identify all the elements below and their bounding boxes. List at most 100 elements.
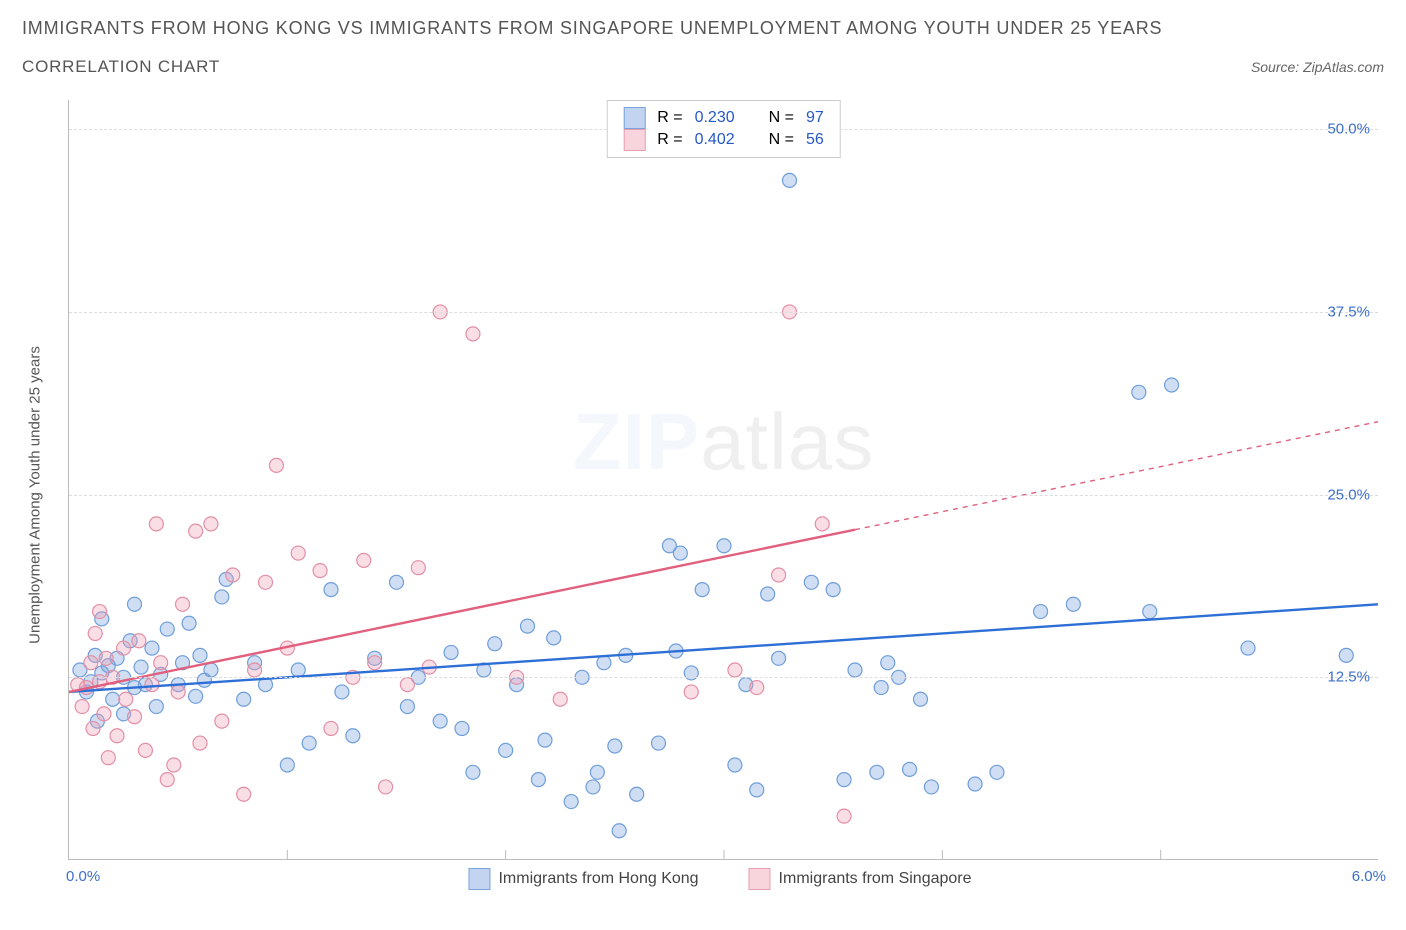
scatter-point bbox=[248, 663, 262, 677]
scatter-point bbox=[400, 678, 414, 692]
scatter-point bbox=[750, 783, 764, 797]
scatter-point bbox=[171, 685, 185, 699]
scatter-point bbox=[99, 651, 113, 665]
scatter-point bbox=[167, 758, 181, 772]
bottom-legend-item: Immigrants from Hong Kong bbox=[468, 868, 698, 890]
scatter-point bbox=[826, 583, 840, 597]
scatter-point bbox=[97, 707, 111, 721]
scatter-point bbox=[138, 743, 152, 757]
legend-top: R = 0.230 N = 97 R = 0.402 N = 56 bbox=[606, 100, 841, 158]
grid-line bbox=[69, 677, 1378, 678]
legend-n-label: N = bbox=[769, 109, 794, 127]
scatter-point bbox=[728, 663, 742, 677]
scatter-point bbox=[608, 739, 622, 753]
trend-line-dashed bbox=[855, 422, 1378, 530]
y-tick-label: 12.5% bbox=[1327, 669, 1370, 686]
plot-container: Unemployment Among Youth under 25 years … bbox=[50, 100, 1390, 890]
scatter-point bbox=[145, 678, 159, 692]
scatter-point bbox=[531, 773, 545, 787]
scatter-point bbox=[586, 780, 600, 794]
chart-area: R = 0.230 N = 97 R = 0.402 N = 56 ZIPatl… bbox=[68, 100, 1378, 860]
scatter-point bbox=[226, 568, 240, 582]
scatter-point bbox=[1066, 597, 1080, 611]
bottom-legend-label: Immigrants from Singapore bbox=[779, 870, 972, 888]
scatter-point bbox=[154, 656, 168, 670]
scatter-point bbox=[237, 787, 251, 801]
scatter-point bbox=[455, 721, 469, 735]
scatter-point bbox=[193, 736, 207, 750]
scatter-point bbox=[128, 597, 142, 611]
legend-r-label: R = bbox=[657, 109, 682, 127]
bottom-legend: Immigrants from Hong Kong Immigrants fro… bbox=[468, 868, 971, 890]
scatter-point bbox=[324, 583, 338, 597]
scatter-point bbox=[597, 656, 611, 670]
legend-swatch-blue bbox=[468, 868, 490, 890]
scatter-point bbox=[1132, 385, 1146, 399]
grid-line bbox=[69, 495, 1378, 496]
scatter-point bbox=[870, 765, 884, 779]
legend-swatch-pink bbox=[623, 129, 645, 151]
scatter-point bbox=[547, 631, 561, 645]
scatter-point bbox=[433, 714, 447, 728]
scatter-point bbox=[612, 824, 626, 838]
scatter-point bbox=[695, 583, 709, 597]
scatter-point bbox=[874, 681, 888, 695]
scatter-point bbox=[117, 641, 131, 655]
scatter-point bbox=[1241, 641, 1255, 655]
scatter-point bbox=[106, 692, 120, 706]
chart-title-line1: IMMIGRANTS FROM HONG KONG VS IMMIGRANTS … bbox=[22, 18, 1384, 39]
scatter-point bbox=[291, 546, 305, 560]
scatter-point bbox=[772, 568, 786, 582]
legend-n-value: 56 bbox=[806, 131, 824, 149]
scatter-point bbox=[237, 692, 251, 706]
scatter-point bbox=[488, 637, 502, 651]
scatter-point bbox=[924, 780, 938, 794]
scatter-point bbox=[368, 656, 382, 670]
scatter-point bbox=[390, 575, 404, 589]
scatter-point bbox=[673, 546, 687, 560]
scatter-point bbox=[848, 663, 862, 677]
scatter-point bbox=[149, 700, 163, 714]
scatter-point bbox=[630, 787, 644, 801]
y-tick-label: 37.5% bbox=[1327, 303, 1370, 320]
y-tick-label: 50.0% bbox=[1327, 121, 1370, 138]
scatter-point bbox=[521, 619, 535, 633]
scatter-point bbox=[93, 605, 107, 619]
scatter-point bbox=[160, 773, 174, 787]
scatter-point bbox=[804, 575, 818, 589]
chart-source: Source: ZipAtlas.com bbox=[1251, 59, 1384, 75]
scatter-point bbox=[132, 634, 146, 648]
scatter-point bbox=[990, 765, 1004, 779]
x-axis-max-label: 6.0% bbox=[1352, 868, 1386, 885]
scatter-point bbox=[302, 736, 316, 750]
scatter-point bbox=[291, 663, 305, 677]
x-axis-min-label: 0.0% bbox=[66, 868, 100, 885]
scatter-point bbox=[269, 458, 283, 472]
scatter-point bbox=[335, 685, 349, 699]
scatter-point bbox=[783, 173, 797, 187]
scatter-point bbox=[86, 721, 100, 735]
grid-line bbox=[69, 312, 1378, 313]
bottom-legend-item: Immigrants from Singapore bbox=[749, 868, 972, 890]
legend-n-label: N = bbox=[769, 131, 794, 149]
legend-r-value: 0.230 bbox=[695, 109, 735, 127]
scatter-point bbox=[717, 539, 731, 553]
legend-row: R = 0.402 N = 56 bbox=[623, 129, 824, 151]
scatter-point bbox=[84, 656, 98, 670]
scatter-point bbox=[1165, 378, 1179, 392]
scatter-point bbox=[324, 721, 338, 735]
scatter-point bbox=[204, 517, 218, 531]
scatter-point bbox=[466, 327, 480, 341]
plot-svg bbox=[69, 100, 1378, 859]
scatter-point bbox=[750, 681, 764, 695]
chart-title-line2: CORRELATION CHART bbox=[22, 57, 220, 77]
scatter-point bbox=[110, 729, 124, 743]
scatter-point bbox=[101, 751, 115, 765]
scatter-point bbox=[411, 561, 425, 575]
scatter-point bbox=[1034, 605, 1048, 619]
scatter-point bbox=[134, 660, 148, 674]
scatter-point bbox=[684, 685, 698, 699]
scatter-point bbox=[728, 758, 742, 772]
scatter-point bbox=[182, 616, 196, 630]
scatter-point bbox=[903, 762, 917, 776]
